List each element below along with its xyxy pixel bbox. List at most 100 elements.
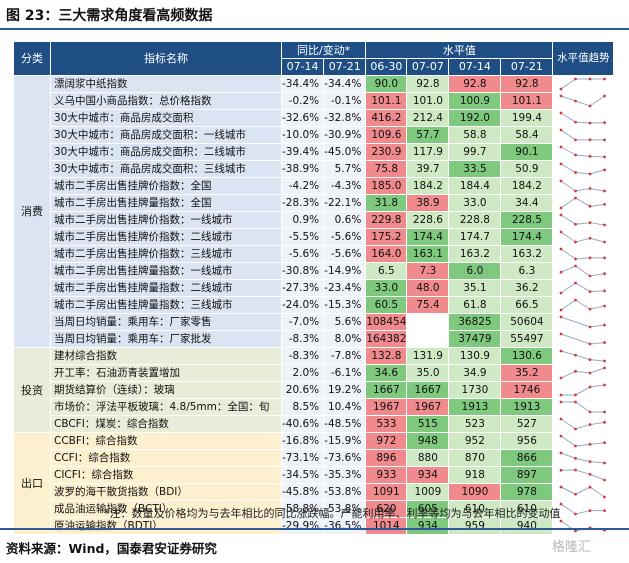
category-export: 出口 <box>13 431 51 535</box>
trend-point <box>603 168 607 172</box>
trend-point <box>560 417 563 421</box>
header-trend: 水平值趋势 <box>552 41 615 76</box>
yoy-value: -32.6% <box>280 108 325 127</box>
table-row: 原油运输指数（BDTI） -29.9% -36.5% 1014 934 959 940 <box>14 516 615 535</box>
yoy-value: -34.4% <box>323 74 367 93</box>
level-value: 228.6 <box>406 210 450 229</box>
level-value: 610 <box>500 499 554 518</box>
header-yoy-group: 同比/变动* <box>280 41 367 59</box>
indicator-name: 30大中城市：商品房成交面积 <box>50 108 282 127</box>
level-value: 866 <box>500 448 554 467</box>
level-value: 1667 <box>406 380 450 399</box>
trend-line <box>561 214 605 226</box>
trend-point <box>574 222 578 226</box>
trend-point <box>589 460 592 463</box>
trend-sparkline-cell <box>552 193 615 212</box>
trend-sparkline <box>560 264 607 278</box>
yoy-value: -34.5% <box>280 465 325 484</box>
level-value: 48.0 <box>406 278 450 297</box>
trend-sparkline <box>560 315 607 329</box>
source-rule <box>0 528 629 530</box>
trend-sparkline <box>560 196 607 210</box>
level-value: 174.4 <box>406 227 450 246</box>
table-row: 城市二手房出售挂牌量指数：一线城市 -30.8% -14.9% 6.5 7.3 6.0 6.… <box>14 261 615 280</box>
yoy-value: -15.9% <box>323 431 367 450</box>
header-level-date: 06-30 <box>365 58 408 76</box>
yoy-value: -10.0% <box>280 125 325 144</box>
yoy-value: -58.8% <box>280 499 325 518</box>
level-value: 6.5 <box>365 261 408 280</box>
yoy-value: -39.4% <box>280 142 325 161</box>
yoy-value: -45.8% <box>280 482 325 501</box>
yoy-value: -40.6% <box>280 414 325 433</box>
trend-point <box>574 138 578 142</box>
header-category: 分类 <box>13 41 51 76</box>
indicator-name: 成品油运输指数（BCTI） <box>50 499 282 518</box>
yoy-value: 19.2% <box>323 380 367 399</box>
trend-point <box>574 257 578 261</box>
table-row: 波罗的海干散货指数（BDI） -45.8% -53.8% 1091 1009 1090 97… <box>14 482 615 501</box>
trend-sparkline <box>560 468 607 482</box>
yoy-value: -48.5% <box>323 414 367 433</box>
yoy-value: -53.8% <box>323 499 367 518</box>
trend-point <box>560 206 563 210</box>
level-value: 58.4 <box>500 125 554 144</box>
trend-point <box>603 359 607 363</box>
level-value: 933 <box>365 465 408 484</box>
level-value: 108454 <box>365 312 408 331</box>
yoy-value: -6.1% <box>323 363 367 382</box>
trend-point <box>560 128 563 132</box>
table-row: 30大中城市：商品房成交面积：二线城市 -39.4% -45.0% 230.9 117.… <box>14 142 615 161</box>
trend-line <box>561 486 606 498</box>
indicator-name: 漂阔浆中纸指数 <box>50 74 282 93</box>
table-row: 市场价：浮法平板玻璃：4.8/5mm：全国：旬 8.5% 10.4% 1967 1967… <box>14 397 615 416</box>
level-value: 130.9 <box>448 346 502 365</box>
trend-sparkline <box>560 145 607 159</box>
level-value: 163.2 <box>448 244 502 263</box>
trend-sparkline-cell <box>552 482 615 501</box>
trend-sparkline <box>560 400 607 414</box>
indicator-name: 城市二手房出售挂牌量指数：二线城市 <box>50 278 282 297</box>
trend-line <box>561 452 605 464</box>
level-value: 880 <box>406 448 450 467</box>
trend-point <box>574 444 578 448</box>
trend-sparkline-cell <box>552 142 615 161</box>
table-row: 出口 CCBFI：综合指数 -16.8% -15.9% 972 948 952 956 <box>13 431 615 535</box>
trend-sparkline <box>560 519 607 533</box>
level-value: 92.8 <box>500 74 554 93</box>
trend-point <box>603 189 607 193</box>
yoy-value: -32.8% <box>323 108 367 127</box>
table-row: CBCFI：煤炭：综合指数 -40.6% -48.5% 533 515 523 527 <box>14 414 615 433</box>
table-row: 开工率：石油沥青装置增加 2.0% -6.1% 34.6 35.0 34.9 35.2 <box>14 363 615 382</box>
header-yoy-date: 07-21 <box>323 58 367 76</box>
level-value: 75.8 <box>365 159 408 178</box>
trend-point <box>560 468 563 472</box>
trend-line <box>561 78 605 90</box>
level-value: 101.1 <box>365 91 408 110</box>
yoy-value: 20.6% <box>280 380 325 399</box>
trend-point <box>560 315 563 319</box>
yoy-value: 8.5% <box>280 397 325 416</box>
level-value: 978 <box>500 482 554 501</box>
trend-line <box>561 163 606 175</box>
table-row: 投资 建材综合指数 -8.3% -7.8% 132.8 131.9 130.9 130.6 <box>13 346 615 433</box>
trend-point <box>589 509 592 512</box>
table-row: 城市二手房出售挂牌量指数：三线城市 -24.0% -15.3% 60.5 75.4 61.… <box>14 295 615 314</box>
indicator-name: 建材综合指数 <box>50 346 282 365</box>
trend-line <box>561 95 606 107</box>
indicator-name: 义乌中国小商品指数：总价格指数 <box>50 91 282 110</box>
level-value: 36825 <box>448 312 502 331</box>
yoy-value: -7.8% <box>323 346 367 365</box>
header-level-date: 07-14 <box>448 58 502 76</box>
trend-point <box>560 270 563 274</box>
trend-line <box>561 265 605 277</box>
level-value: 605 <box>406 499 450 518</box>
trend-point <box>560 451 563 455</box>
indicator-name: 期货结算价（连续）：玻璃 <box>50 380 282 399</box>
level-value: 109.6 <box>365 125 408 144</box>
trend-point <box>603 509 607 512</box>
yoy-value: -5.5% <box>280 227 325 246</box>
indicator-name: CBCFI：煤炭：综合指数 <box>50 414 282 433</box>
trend-point <box>603 289 607 293</box>
level-value: 972 <box>365 431 408 450</box>
